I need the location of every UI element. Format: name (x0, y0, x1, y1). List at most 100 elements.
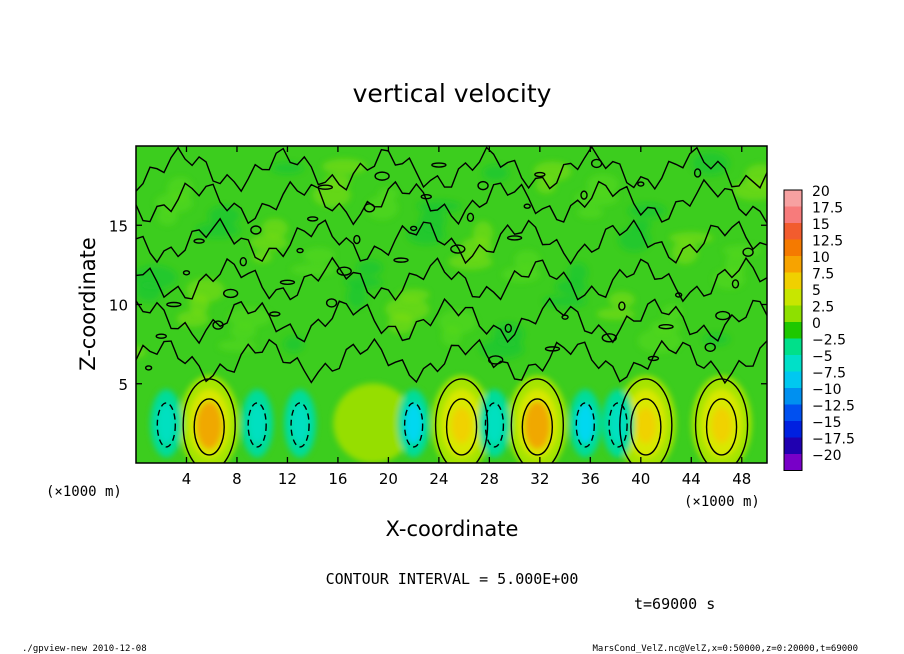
x-tick-label: 20 (379, 470, 398, 488)
contour-zero-band (136, 256, 767, 303)
contour-island (731, 279, 740, 289)
x-tick-label: 36 (581, 470, 600, 488)
contour-neg5 (156, 402, 176, 448)
field-patch (189, 294, 210, 315)
field-patch (479, 338, 524, 359)
field-patch (608, 291, 635, 308)
field-patch (713, 269, 746, 290)
contour-neg5 (608, 402, 628, 448)
x-tick-label: 28 (480, 470, 499, 488)
contour-island (269, 311, 281, 317)
contour-island (637, 181, 645, 187)
field-patch (577, 206, 604, 219)
contour-zero-band (136, 217, 767, 266)
field-patch (628, 202, 667, 219)
time-label: t=69000 s (634, 595, 715, 613)
field-patch (460, 237, 493, 258)
field-patch (732, 180, 767, 201)
contour-5 (705, 398, 738, 456)
contour-5 (193, 398, 225, 456)
contour-island (155, 333, 167, 339)
field-patch (574, 190, 619, 207)
contour-island (704, 342, 716, 352)
contour-island (393, 257, 409, 263)
downdraft-core (404, 403, 423, 444)
y-tick-label: 10 (109, 297, 128, 315)
x-unit-left: (×1000 m) (46, 484, 122, 500)
updraft-outer (333, 383, 414, 463)
field-patch (596, 308, 635, 321)
field-patch (618, 227, 651, 252)
field-patch (249, 234, 288, 251)
contour-zero-band (136, 146, 767, 193)
contour-5 (630, 398, 662, 456)
field-patch (136, 281, 162, 302)
contour-island (715, 310, 731, 321)
colorbar-label: 20 (812, 184, 830, 200)
contour-island (618, 301, 626, 311)
field-patch (196, 222, 241, 239)
field-patch (637, 328, 682, 353)
contour-neg5 (484, 402, 505, 448)
contour-island (431, 162, 447, 168)
x-axis: 4 8 12 16 20 24 28 32 36 40 44 48 (182, 146, 751, 488)
field-patch (356, 260, 383, 277)
downdraft-core (248, 403, 267, 444)
footer-right: MarsCond_VelZ.nc@VelZ,x=0:50000,z=0:2000… (592, 644, 858, 654)
x-axis-label: X-coordinate (386, 517, 519, 541)
contour-island (674, 292, 683, 298)
contour-island (523, 203, 531, 209)
contour-island (182, 270, 191, 276)
field-patch (154, 193, 193, 214)
footer-left: ./gpview-new 2010-12-08 (22, 644, 147, 654)
y-axis-label: Z-coordinate (76, 237, 100, 371)
contour-5 (521, 398, 554, 456)
colorbar-label: 2.5 (812, 300, 834, 316)
colorbar-label: 7.5 (812, 267, 834, 283)
contour-neg5 (575, 402, 595, 448)
field-patch (230, 323, 257, 340)
updraft-core (635, 407, 656, 444)
contour-island (353, 234, 361, 245)
contour-island (693, 168, 702, 178)
contour-island (466, 212, 475, 223)
contour-island (544, 346, 561, 352)
contour-island (144, 365, 153, 371)
contour-island (239, 257, 247, 267)
field-patch (441, 326, 462, 347)
contour-island (222, 288, 239, 299)
contour-lines (136, 146, 767, 463)
contour-neg5 (290, 402, 310, 448)
x-tick-label: 8 (232, 470, 242, 488)
x-tick-label: 4 (182, 470, 192, 488)
colorbar-label: −17.5 (812, 432, 855, 448)
field-patch (227, 307, 272, 328)
colorbar-label: −7.5 (812, 366, 846, 382)
field-patch (346, 284, 367, 309)
updraft-core (451, 407, 472, 444)
colorbar-frame (783, 189, 803, 471)
contour-island (580, 190, 588, 200)
colorbar-label: −2.5 (812, 333, 846, 349)
contour-island (336, 266, 352, 276)
colorbar-swatch (784, 355, 802, 372)
field-patch (482, 164, 509, 181)
contour-5 (445, 398, 478, 456)
contour-zero-band (136, 297, 767, 345)
colorbar-swatch (784, 454, 802, 471)
contour-island (504, 323, 512, 333)
colorbar-swatch (784, 272, 802, 289)
contour-island (487, 355, 504, 365)
field-patch (669, 231, 714, 244)
updraft-core (524, 401, 551, 450)
contour-0 (619, 378, 673, 463)
downdraft-core (157, 403, 176, 444)
x-tick-label: 48 (732, 470, 751, 488)
colorbar-swatch (784, 206, 802, 223)
field-patch (691, 151, 730, 176)
field-patch (302, 247, 335, 264)
colorbar-swatch (784, 305, 802, 322)
x-tick-label: 12 (278, 470, 297, 488)
contour-zero-band (136, 178, 767, 226)
